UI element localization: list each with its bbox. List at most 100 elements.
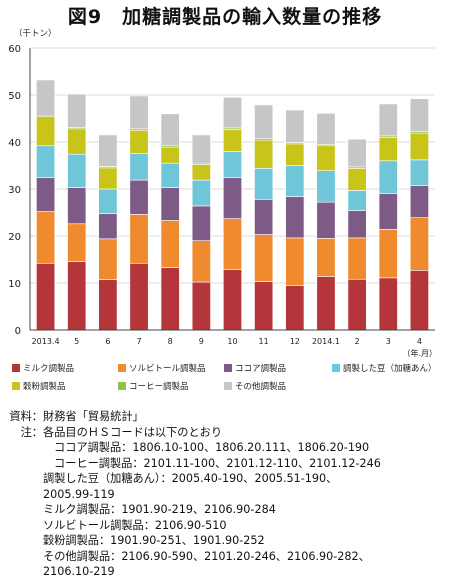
bar-segment xyxy=(36,211,56,264)
bar-segment xyxy=(67,93,87,128)
bar-segment xyxy=(378,229,398,279)
bar-segment xyxy=(223,129,242,152)
y-tick-label: 30 xyxy=(8,185,21,196)
x-axis-unit: （年.月） xyxy=(402,348,437,358)
bar-segment xyxy=(98,213,118,240)
legend-label: 調製した豆（加糖あん） xyxy=(343,363,437,374)
bar-segment xyxy=(36,116,56,147)
bar-segment xyxy=(285,165,305,197)
bar-segment xyxy=(316,201,336,239)
x-tick-label: 12 xyxy=(290,337,300,346)
bar-segment xyxy=(129,262,149,331)
legend-label: その他調製品 xyxy=(235,381,286,392)
bar-segment xyxy=(409,132,429,161)
x-tick-label: 2014.1 xyxy=(312,337,340,346)
y-tick-label: 10 xyxy=(8,279,21,290)
bar-segment xyxy=(285,285,305,331)
source-row: 資料： 財務省「貿易統計」 xyxy=(6,409,381,425)
bar-segment xyxy=(378,193,398,230)
bar-segment xyxy=(191,240,211,283)
legend-swatch xyxy=(12,364,20,372)
y-tick-label: 20 xyxy=(8,232,21,243)
x-tick-label: 2013.4 xyxy=(32,337,60,346)
bar-segment xyxy=(254,139,274,169)
note-line: 調製した豆（加糖あん）：2005.40-190、2005.51-190、 xyxy=(43,472,338,485)
bar-segment xyxy=(316,113,336,145)
bar-segment xyxy=(254,234,274,282)
x-tick-label: 11 xyxy=(259,337,269,346)
bar-segment xyxy=(160,267,180,331)
bar-segment xyxy=(223,177,242,219)
bar-segment xyxy=(254,281,274,331)
note-row: 注： 各品目のＨＳコードは以下のとおり xyxy=(6,425,381,441)
bar-segment xyxy=(409,270,429,331)
bar-segment xyxy=(98,188,118,214)
bar-segment xyxy=(98,279,118,331)
bar-segment xyxy=(98,238,118,281)
bar-segment xyxy=(36,145,56,179)
source-label: 資料： xyxy=(9,410,43,423)
bar-segment xyxy=(347,237,367,280)
note-line: 2106.10-219 xyxy=(43,565,115,578)
bar-segment xyxy=(98,167,118,190)
x-tick-label: 3 xyxy=(386,337,391,346)
bar-segment xyxy=(347,168,367,191)
axes: 0 10 20 30 40 50 60 （千トン） 2013.4 5 6 7 8 9 10 11 12 2014.… xyxy=(8,28,437,358)
bar-segment xyxy=(160,187,180,221)
x-tick-label: 2 xyxy=(355,337,360,346)
bar-segment xyxy=(254,104,274,140)
bar-segment xyxy=(409,217,429,271)
note-line: ココア調製品：1806.10-100、1806.20.111、1806.20-1… xyxy=(54,441,370,454)
bar-segment xyxy=(129,152,149,181)
bar-segment xyxy=(160,113,180,147)
bars xyxy=(36,79,429,331)
bar-segment xyxy=(347,210,367,239)
bar-segment xyxy=(409,98,429,132)
bar-segment xyxy=(378,277,398,331)
bar-segment xyxy=(191,205,211,241)
bar-segment xyxy=(378,160,398,195)
note-line: 穀粉調製品：1901.90-251、1901.90-252 xyxy=(43,534,265,547)
bar-segment xyxy=(285,143,305,166)
note-line: ソルビトール調製品：2106.90-510 xyxy=(43,518,227,532)
bar-segment xyxy=(347,138,367,168)
x-tick-label: 5 xyxy=(74,337,79,346)
bar-segment xyxy=(316,145,336,171)
bar-segment xyxy=(223,151,242,179)
legend-label: ミルク調製品 xyxy=(23,363,74,374)
bar-segment xyxy=(36,177,56,212)
bar-segment xyxy=(191,164,211,181)
bar-segment xyxy=(129,179,149,215)
bar-segment xyxy=(191,281,211,331)
bar-segment xyxy=(285,237,305,286)
legend-swatch xyxy=(118,382,126,390)
note-label: 注： xyxy=(20,425,43,439)
legend-swatch xyxy=(118,364,126,372)
legend-swatch xyxy=(332,364,340,372)
source-text: 財務省「貿易統計」 xyxy=(43,410,144,423)
bar-segment xyxy=(67,223,87,262)
legend-swatch xyxy=(12,382,20,390)
bar-segment xyxy=(98,134,118,167)
note-line: 2005.99-119 xyxy=(43,487,115,501)
bar-segment xyxy=(316,238,336,277)
y-axis-unit: （千トン） xyxy=(14,28,57,39)
bar-segment xyxy=(316,276,336,331)
x-tick-label: 8 xyxy=(168,337,173,346)
note-line: ミルク調製品：1901.90-219、2106.90-284 xyxy=(43,503,276,516)
legend-swatch xyxy=(224,364,232,372)
y-tick-label: 60 xyxy=(8,44,21,55)
bar-segment xyxy=(67,261,87,331)
x-tick-label: 7 xyxy=(136,337,141,346)
legend-label: 穀粉調製品 xyxy=(23,381,66,392)
legend-swatch xyxy=(224,382,232,390)
x-tick-label: 4 xyxy=(417,337,422,346)
bar-segment xyxy=(191,179,211,207)
note-line: その他調製品：2106.90-590、2101.20-246、2106.90-2… xyxy=(43,549,370,563)
bar-segment xyxy=(36,262,56,331)
bar-segment xyxy=(347,278,367,331)
bar-segment xyxy=(223,97,242,129)
y-tick-label: 40 xyxy=(8,138,21,149)
stacked-bar-chart: 0 10 20 30 40 50 60 （千トン） 2013.4 5 6 7 8 9 10 11 12 2014.… xyxy=(8,28,437,392)
notes-block: 資料： 財務省「貿易統計」 注： 各品目のＨＳコードは以下のとおり ココア調製品：1… xyxy=(6,409,381,580)
